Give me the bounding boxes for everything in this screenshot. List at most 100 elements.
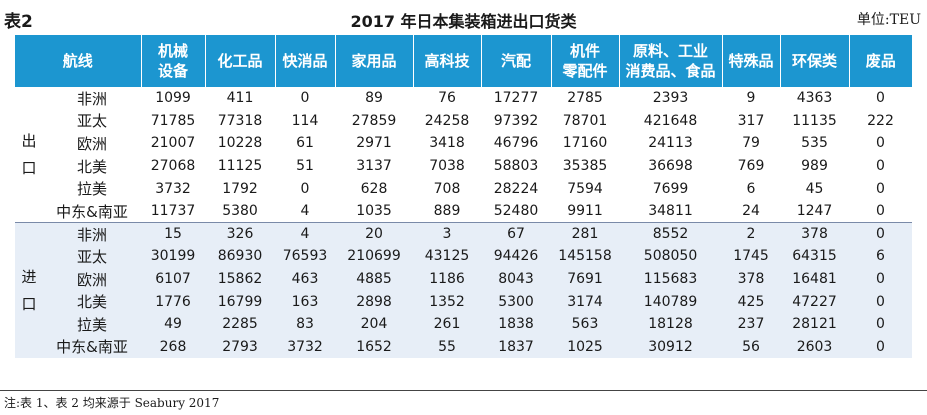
value-cell: 45 bbox=[780, 177, 850, 200]
value-cell: 18128 bbox=[619, 312, 723, 336]
footnote: 注:表 1、表 2 均来源于 Seabury 2017 bbox=[4, 396, 220, 410]
direction-label: 进口 bbox=[15, 222, 43, 359]
value-cell: 86930 bbox=[205, 245, 276, 268]
value-cell: 35385 bbox=[551, 154, 620, 178]
value-cell: 9 bbox=[722, 87, 781, 110]
value-cell: 1776 bbox=[141, 290, 206, 313]
header-column: 化工品 bbox=[204, 35, 276, 87]
value-cell: 3732 bbox=[275, 335, 336, 359]
table-row: 中东&南亚 11737 5380 4 1035 889 52480 9911 34811 24 12… bbox=[15, 199, 913, 223]
table-row: 中东&南亚 268 2793 3732 1652 55 1837 1025 30912 56 260… bbox=[15, 335, 913, 359]
value-cell: 34811 bbox=[619, 199, 723, 223]
value-cell: 76593 bbox=[275, 245, 336, 268]
value-cell: 8552 bbox=[619, 222, 723, 246]
value-cell: 1035 bbox=[335, 199, 414, 223]
table-row: 亚太 71785 77318 114 27859 24258 97392 78701 42164… bbox=[15, 109, 913, 133]
value-cell: 1352 bbox=[413, 290, 482, 313]
value-cell: 1025 bbox=[551, 335, 620, 359]
value-cell: 3174 bbox=[551, 290, 620, 313]
value-cell: 56 bbox=[722, 335, 781, 359]
value-cell: 17277 bbox=[481, 87, 552, 110]
value-cell: 708 bbox=[413, 177, 482, 200]
route-cell: 非洲 bbox=[43, 87, 142, 110]
value-cell: 1186 bbox=[413, 267, 482, 291]
value-cell: 4 bbox=[275, 199, 336, 223]
value-cell: 97392 bbox=[481, 109, 552, 133]
value-cell: 0 bbox=[849, 177, 913, 200]
header-column-line: 特殊品 bbox=[728, 52, 774, 70]
value-cell: 535 bbox=[780, 132, 850, 155]
value-cell: 16481 bbox=[780, 267, 850, 291]
header-column-line: 废品 bbox=[865, 52, 896, 70]
value-cell: 0 bbox=[849, 335, 913, 359]
table-number: 表2 bbox=[4, 12, 33, 32]
value-cell: 61 bbox=[275, 132, 336, 155]
value-cell: 1792 bbox=[205, 177, 276, 200]
header-column-line: 环保类 bbox=[792, 52, 838, 70]
direction-label: 出口 bbox=[15, 87, 43, 223]
table-row: 拉美 3732 1792 0 628 708 28224 7594 7699 6 45 0 bbox=[15, 177, 913, 200]
header-column-line: 快消品 bbox=[282, 52, 328, 70]
route-cell: 北美 bbox=[43, 290, 142, 313]
unit-label: 单位:TEU bbox=[856, 12, 921, 28]
value-cell: 0 bbox=[849, 267, 913, 291]
value-cell: 222 bbox=[849, 109, 913, 133]
value-cell: 55 bbox=[413, 335, 482, 359]
route-cell: 中东&南亚 bbox=[43, 199, 142, 223]
value-cell: 9911 bbox=[551, 199, 620, 223]
header-column: 汽配 bbox=[480, 35, 552, 87]
value-cell: 11125 bbox=[205, 154, 276, 178]
value-cell: 317 bbox=[722, 109, 781, 133]
value-cell: 0 bbox=[849, 222, 913, 246]
value-cell: 0 bbox=[849, 154, 913, 178]
direction-label-char: 出 bbox=[21, 131, 37, 150]
value-cell: 7699 bbox=[619, 177, 723, 200]
route-cell: 中东&南亚 bbox=[43, 335, 142, 359]
value-cell: 989 bbox=[780, 154, 850, 178]
route-cell: 亚太 bbox=[43, 109, 142, 133]
value-cell: 28121 bbox=[780, 312, 850, 336]
bottom-rule bbox=[0, 390, 927, 391]
value-cell: 2785 bbox=[551, 87, 620, 110]
table-row: 亚太 30199 86930 76593 210699 43125 94426 145158 5… bbox=[15, 245, 913, 268]
header-column-line: 零配件 bbox=[562, 62, 608, 80]
value-cell: 89 bbox=[335, 87, 414, 110]
value-cell: 64315 bbox=[780, 245, 850, 268]
value-cell: 2393 bbox=[619, 87, 723, 110]
value-cell: 6107 bbox=[141, 267, 206, 291]
route-cell: 非洲 bbox=[43, 222, 142, 246]
value-cell: 378 bbox=[780, 222, 850, 246]
value-cell: 43125 bbox=[413, 245, 482, 268]
header-column: 机件 零配件 bbox=[550, 35, 620, 87]
header-route: 航线 bbox=[15, 35, 142, 87]
value-cell: 6 bbox=[849, 245, 913, 268]
value-cell: 378 bbox=[722, 267, 781, 291]
route-cell: 欧洲 bbox=[43, 132, 142, 155]
value-cell: 0 bbox=[849, 312, 913, 336]
header-column-line: 化工品 bbox=[217, 52, 263, 70]
table-row: 拉美 49 2285 83 204 261 1838 563 18128 237 28121 0 bbox=[15, 312, 913, 336]
value-cell: 4885 bbox=[335, 267, 414, 291]
value-cell: 46796 bbox=[481, 132, 552, 155]
table-row: 北美 1776 16799 163 2898 1352 5300 3174 140789 425 4… bbox=[15, 290, 913, 313]
value-cell: 24258 bbox=[413, 109, 482, 133]
direction-label-char: 进 bbox=[21, 267, 37, 286]
value-cell: 0 bbox=[849, 199, 913, 223]
value-cell: 2603 bbox=[780, 335, 850, 359]
value-cell: 52480 bbox=[481, 199, 552, 223]
value-cell: 0 bbox=[849, 290, 913, 313]
value-cell: 36698 bbox=[619, 154, 723, 178]
value-cell: 58803 bbox=[481, 154, 552, 178]
table-row: 出口非洲 1099 411 0 89 76 17277 2785 2393 9 4363 0 bbox=[15, 87, 913, 223]
value-cell: 30199 bbox=[141, 245, 206, 268]
value-cell: 889 bbox=[413, 199, 482, 223]
value-cell: 24 bbox=[722, 199, 781, 223]
value-cell: 204 bbox=[335, 312, 414, 336]
value-cell: 5300 bbox=[481, 290, 552, 313]
value-cell: 6 bbox=[722, 177, 781, 200]
value-cell: 10228 bbox=[205, 132, 276, 155]
value-cell: 17160 bbox=[551, 132, 620, 155]
header-column-line: 汽配 bbox=[501, 52, 532, 70]
value-cell: 3418 bbox=[413, 132, 482, 155]
value-cell: 3732 bbox=[141, 177, 206, 200]
